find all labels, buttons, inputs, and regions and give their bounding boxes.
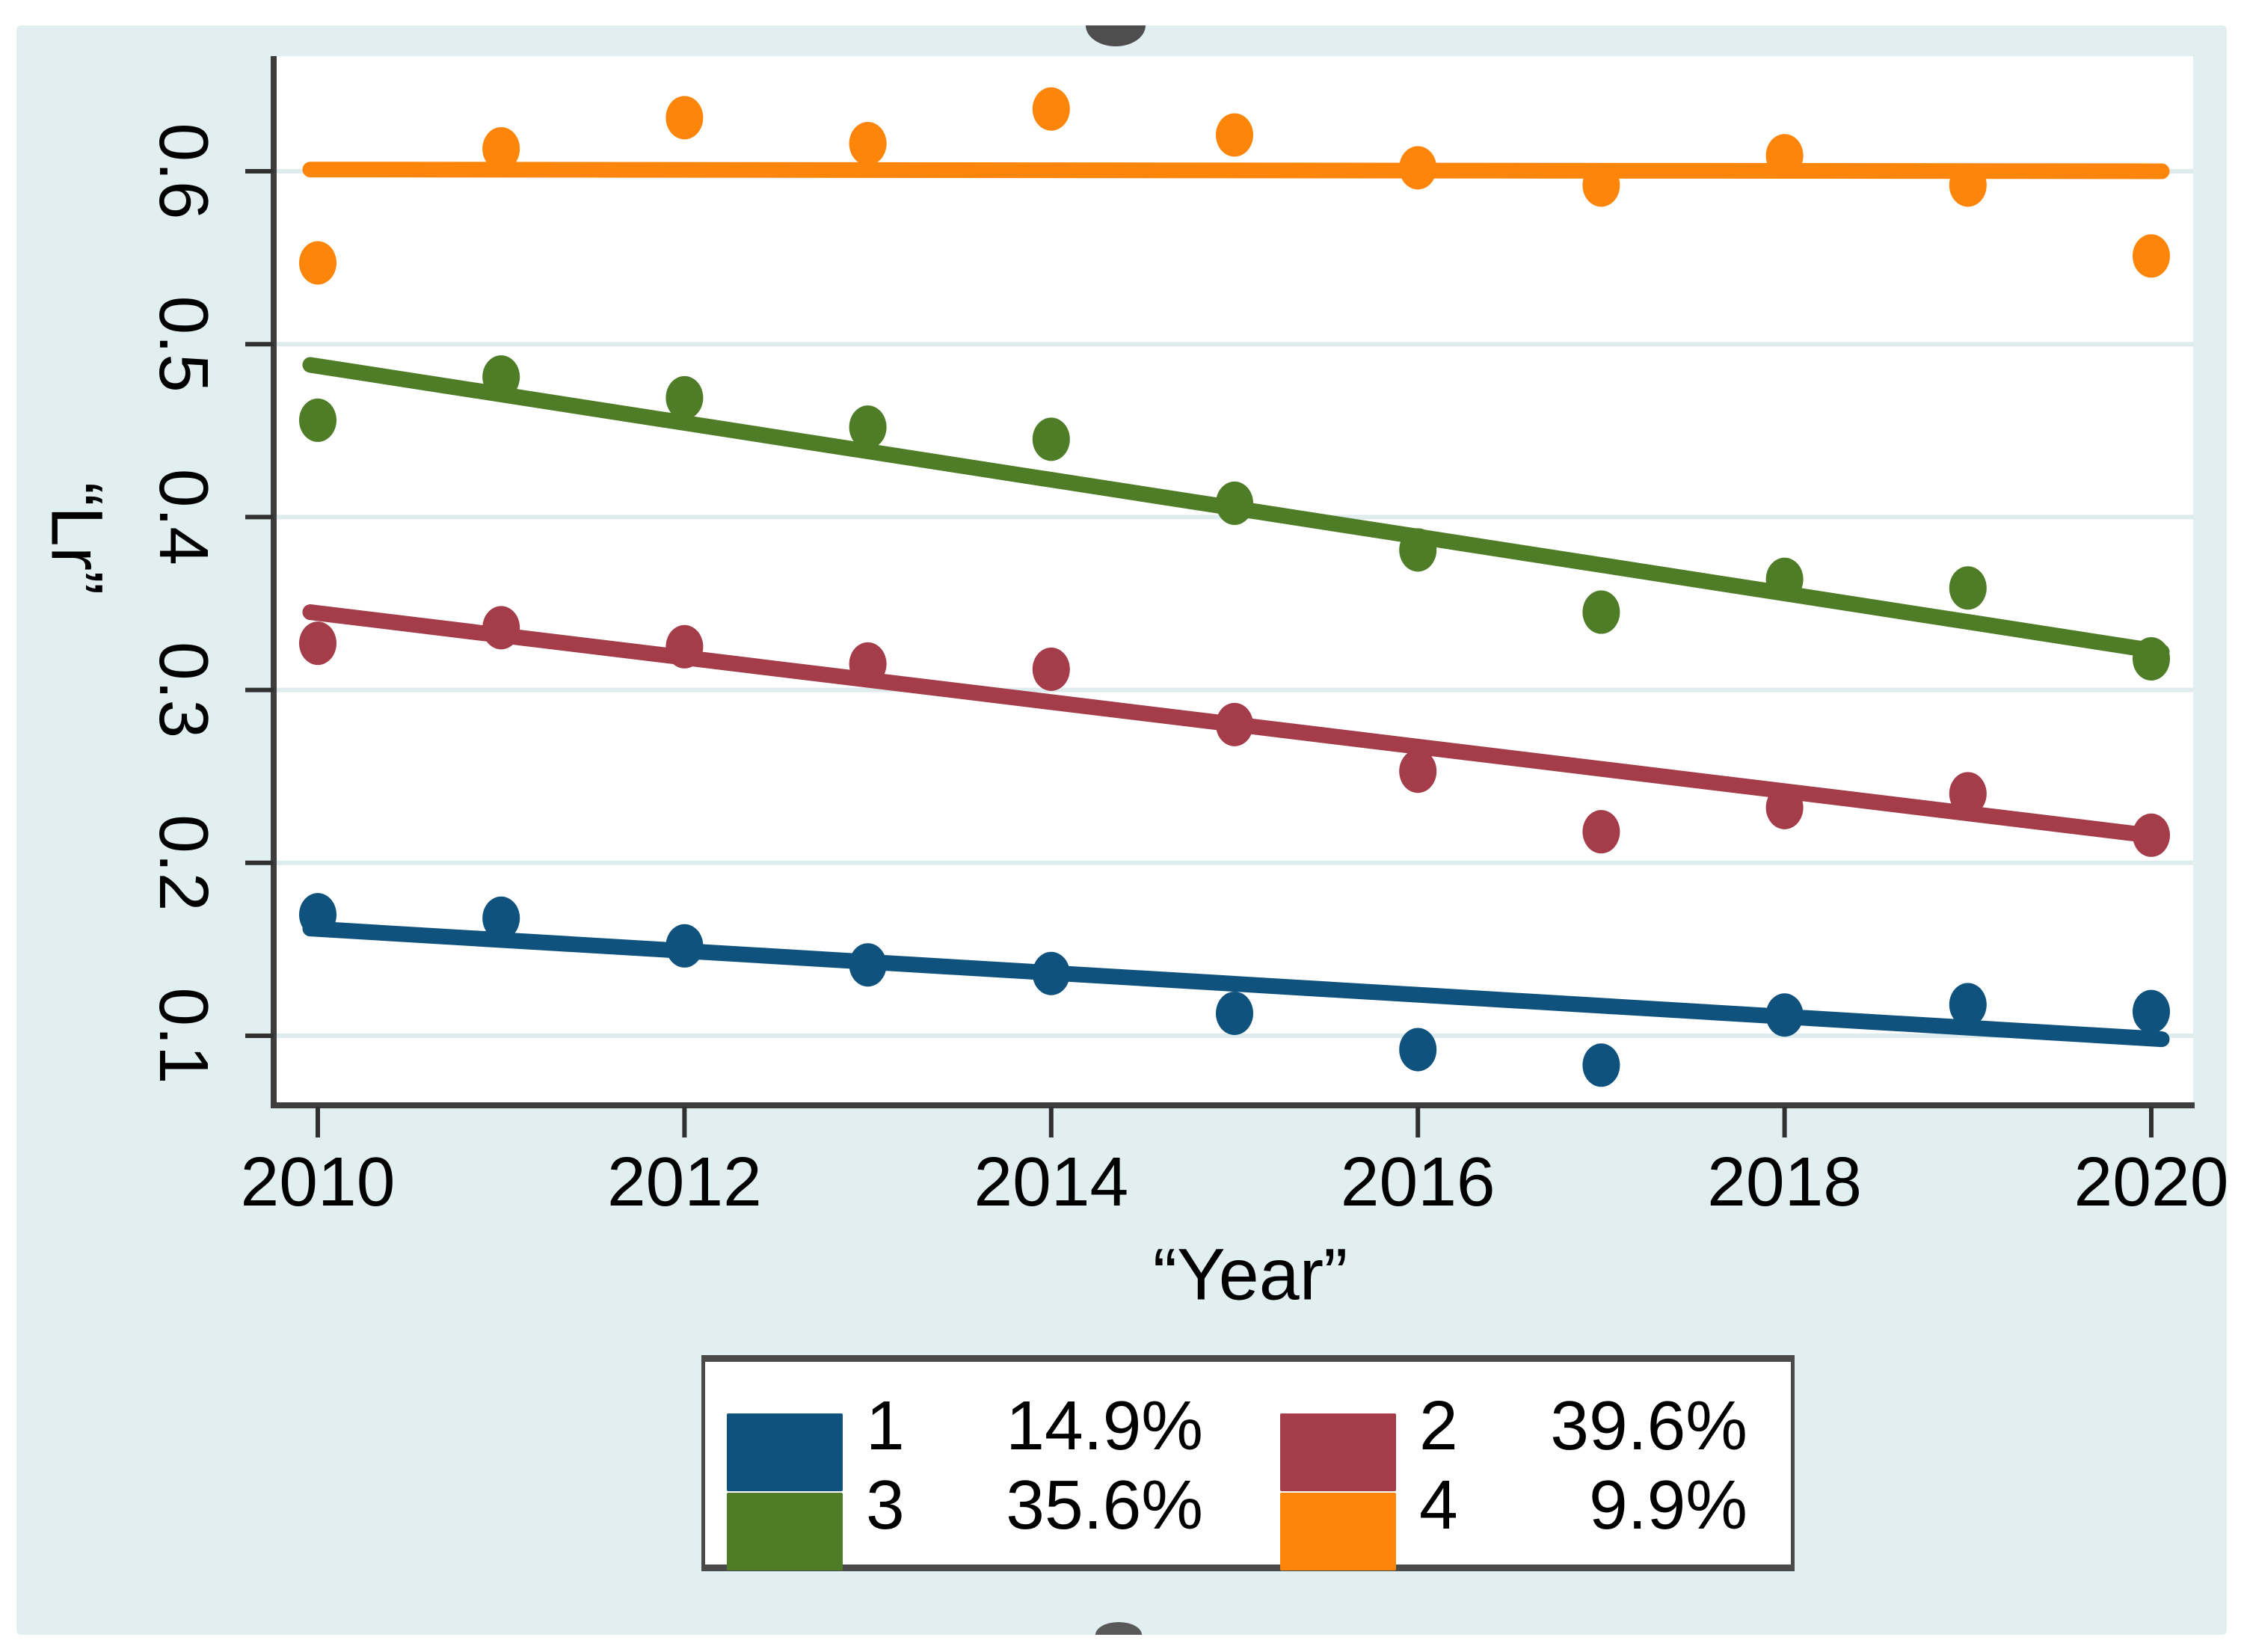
data-point (1949, 566, 1987, 610)
data-point (1582, 810, 1620, 854)
y-tick-label: 0.3 (145, 642, 223, 738)
data-point (1399, 749, 1437, 793)
x-tick-label: 2018 (1707, 1143, 1862, 1220)
data-point (482, 896, 520, 940)
data-point (849, 405, 887, 449)
legend-value-3: 35.6% (1006, 1466, 1203, 1544)
data-point (1582, 1043, 1620, 1087)
data-point (1399, 146, 1437, 190)
x-tick-label: 2014 (974, 1143, 1128, 1220)
legend-swatch-4 (1280, 1493, 1396, 1570)
data-point (1032, 417, 1070, 461)
x-tick-label: 2016 (1341, 1143, 1495, 1220)
legend-value-2: 39.6% (1550, 1387, 1747, 1464)
data-point (482, 355, 520, 399)
legend-swatch-2 (1280, 1413, 1396, 1491)
data-point (665, 924, 704, 968)
y-tick-label: 0.6 (145, 123, 223, 219)
data-point (299, 398, 336, 442)
x-axis-line (271, 1102, 2195, 1108)
data-point (665, 624, 704, 669)
series-layer (299, 87, 2170, 1087)
x-axis-ticks: 2010 2012 2014 2016 2018 2020 (241, 1107, 2229, 1220)
data-point (299, 621, 336, 666)
data-point (482, 126, 520, 171)
x-tick-label: 2012 (607, 1143, 762, 1220)
plot-area (274, 56, 2193, 1105)
data-point (1949, 983, 1987, 1027)
data-point (1949, 163, 1987, 207)
data-point (1765, 134, 1804, 178)
data-point (2133, 636, 2170, 681)
data-point (1765, 557, 1804, 601)
legend-label-4: 4 (1419, 1466, 1458, 1544)
y-tick-label: 0.2 (145, 814, 223, 911)
data-point (1765, 993, 1804, 1037)
fit-line (302, 162, 2170, 179)
legend-label-1: 1 (866, 1387, 905, 1464)
data-point (1216, 702, 1253, 746)
data-point (849, 642, 887, 686)
fit-line (302, 921, 2170, 1048)
legend-swatch-3 (727, 1493, 843, 1570)
legend-swatch-1 (727, 1413, 843, 1491)
y-tick-label: 0.4 (145, 469, 223, 565)
data-point (1032, 647, 1070, 691)
data-point (1949, 772, 1987, 816)
data-point (2133, 989, 2170, 1034)
cropped-glyph-bottom (1095, 1622, 1142, 1635)
x-tick-label: 2020 (2074, 1143, 2229, 1220)
legend-label-2: 2 (1419, 1387, 1458, 1464)
data-point (1216, 991, 1253, 1035)
x-axis-title: “Year” (1153, 1234, 1348, 1315)
y-axis-ticks: 0.6 0.5 0.4 0.3 0.2 0.1 (145, 123, 274, 1084)
legend: 1 14.9% 2 39.6% 3 35.6% 4 9.9% (701, 1355, 1795, 1571)
series-3 (299, 355, 2170, 681)
y-tick-label: 0.1 (145, 987, 223, 1084)
data-point (849, 943, 887, 987)
data-point (1765, 785, 1804, 829)
data-point (299, 241, 336, 285)
data-point (1032, 87, 1070, 131)
data-point (1399, 1028, 1437, 1072)
data-point (1216, 113, 1253, 157)
data-point (665, 96, 704, 140)
data-point (2133, 234, 2170, 278)
series-1 (299, 893, 2170, 1087)
cropped-glyph-top (1086, 25, 1146, 46)
data-point (482, 606, 520, 650)
y-axis-line (271, 56, 277, 1108)
x-tick-label: 2010 (241, 1143, 396, 1220)
series-4 (299, 87, 2170, 285)
data-point (665, 375, 704, 420)
legend-value-4: 9.9% (1589, 1466, 1747, 1544)
data-point (2133, 813, 2170, 857)
legend-value-1: 14.9% (1006, 1387, 1203, 1464)
data-point (1216, 481, 1253, 525)
data-point (1399, 528, 1437, 572)
y-tick-label: 0.5 (145, 296, 223, 393)
y-axis-title: “Lr” (37, 482, 118, 595)
data-point (1582, 163, 1620, 207)
legend-label-3: 3 (866, 1466, 905, 1544)
data-point (1582, 590, 1620, 634)
data-point (299, 893, 336, 937)
data-point (849, 122, 887, 166)
series-2 (299, 604, 2170, 857)
data-point (1032, 951, 1070, 995)
